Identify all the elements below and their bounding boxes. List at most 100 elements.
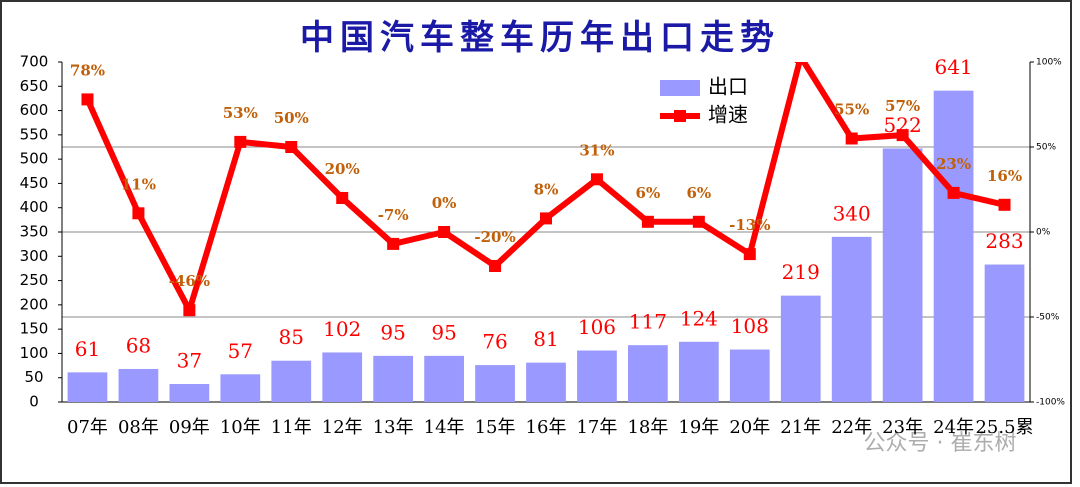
growth-marker bbox=[794, 62, 807, 63]
growth-label: 53% bbox=[223, 104, 258, 122]
bar-label: 57 bbox=[228, 339, 253, 363]
bar bbox=[984, 264, 1025, 402]
bar-label: 340 bbox=[833, 201, 871, 225]
growth-marker bbox=[285, 141, 298, 153]
bar bbox=[882, 148, 923, 402]
y-tick-label: 200 bbox=[20, 295, 49, 313]
bar bbox=[475, 365, 515, 402]
growth-marker bbox=[998, 198, 1011, 211]
growth-label: 6% bbox=[686, 184, 711, 202]
legend-swatch bbox=[674, 110, 686, 122]
y-tick-label: 300 bbox=[20, 247, 49, 265]
line-group bbox=[81, 62, 1011, 317]
bar bbox=[780, 295, 821, 402]
growth-label: 23% bbox=[936, 155, 971, 173]
bar-label: 81 bbox=[533, 327, 558, 351]
growth-marker bbox=[183, 304, 196, 317]
bar bbox=[526, 362, 566, 402]
bar-label: 641 bbox=[934, 55, 972, 79]
growth-label: 20% bbox=[325, 160, 360, 178]
y-tick-label: 150 bbox=[20, 320, 49, 338]
bar bbox=[220, 374, 261, 402]
x-tick-label: 21年 bbox=[780, 417, 821, 438]
growth-label: 8% bbox=[534, 180, 559, 198]
bar bbox=[118, 368, 159, 402]
growth-marker bbox=[896, 129, 909, 142]
growth-label: 0% bbox=[432, 194, 457, 212]
bar-label: 108 bbox=[731, 314, 769, 338]
bar bbox=[67, 372, 108, 402]
bar bbox=[271, 360, 312, 402]
bar bbox=[169, 384, 210, 402]
y-tick-label: 350 bbox=[20, 223, 49, 241]
y2-tick-label: 50% bbox=[1036, 143, 1056, 153]
bar-label: 68 bbox=[126, 333, 151, 357]
x-tick-label: 09年 bbox=[169, 417, 210, 438]
bar-label: 283 bbox=[985, 229, 1023, 253]
growth-marker bbox=[743, 248, 756, 261]
y-tick-label: 500 bbox=[20, 150, 49, 168]
legend-swatch bbox=[660, 80, 700, 96]
x-tick-label: 17年 bbox=[576, 417, 617, 438]
x-tick-label: 10年 bbox=[220, 417, 261, 438]
y-tick-label: 400 bbox=[20, 198, 49, 216]
x-tick-label: 18年 bbox=[627, 417, 668, 438]
y-tick-label: 450 bbox=[20, 174, 49, 192]
y-tick-label: 600 bbox=[20, 101, 49, 119]
growth-marker bbox=[692, 215, 705, 228]
growth-marker bbox=[336, 192, 349, 204]
bar-label: 117 bbox=[629, 310, 667, 334]
growth-marker bbox=[438, 226, 451, 238]
x-tick-label: 15年 bbox=[475, 417, 516, 438]
growth-label: -7% bbox=[378, 206, 409, 224]
y-tick-label: 650 bbox=[20, 77, 49, 95]
bar-label: 219 bbox=[782, 260, 820, 284]
growth-marker bbox=[641, 215, 654, 228]
growth-label: 78% bbox=[70, 61, 105, 79]
bar-label: 85 bbox=[279, 325, 304, 349]
growth-marker bbox=[590, 173, 603, 186]
bar bbox=[424, 355, 464, 402]
bar bbox=[577, 350, 617, 402]
x-tick-label: 13年 bbox=[373, 417, 414, 438]
bar-label: 124 bbox=[680, 306, 718, 330]
growth-label: 11% bbox=[121, 175, 156, 193]
bar-label: 61 bbox=[75, 337, 100, 361]
growth-label: 57% bbox=[885, 97, 920, 115]
bar bbox=[729, 349, 770, 402]
y-tick-label: 550 bbox=[20, 125, 49, 143]
bar-label: 102 bbox=[323, 317, 361, 341]
x-tick-label: 24年 bbox=[933, 417, 974, 438]
y-tick-label: 700 bbox=[20, 53, 49, 71]
chart-title: 中国汽车整车历年出口走势 bbox=[300, 18, 780, 58]
x-tick-label: 14年 bbox=[424, 417, 465, 438]
growth-label: -46% bbox=[169, 272, 210, 290]
bar bbox=[373, 355, 414, 402]
bar-label: 106 bbox=[578, 315, 616, 339]
x-tick-label: 08年 bbox=[118, 417, 159, 438]
x-tick-label: 22年 bbox=[831, 417, 872, 438]
growth-label: 55% bbox=[834, 101, 869, 119]
growth-marker bbox=[540, 212, 552, 225]
bar bbox=[933, 90, 974, 403]
bar-label: 76 bbox=[482, 330, 507, 354]
growth-marker bbox=[234, 135, 247, 148]
growth-label: 31% bbox=[579, 141, 614, 159]
x-tick-label: 19年 bbox=[678, 417, 719, 438]
y2-tick-label: 0% bbox=[1036, 228, 1051, 238]
bar bbox=[831, 236, 872, 402]
y-tick-label: 50 bbox=[24, 368, 43, 386]
x-tick-label: 12年 bbox=[322, 417, 363, 438]
bar-label: 37 bbox=[177, 349, 202, 373]
growth-label: 16% bbox=[987, 167, 1022, 185]
y2-tick-label: -100% bbox=[1036, 398, 1065, 408]
bar bbox=[628, 345, 668, 402]
bar-label: 95 bbox=[380, 320, 405, 344]
x-tick-label: 16年 bbox=[526, 417, 567, 438]
y-tick-label: 250 bbox=[20, 271, 49, 289]
bar bbox=[322, 352, 363, 402]
growth-marker bbox=[489, 260, 502, 272]
growth-marker bbox=[947, 186, 960, 199]
growth-marker bbox=[845, 132, 858, 145]
